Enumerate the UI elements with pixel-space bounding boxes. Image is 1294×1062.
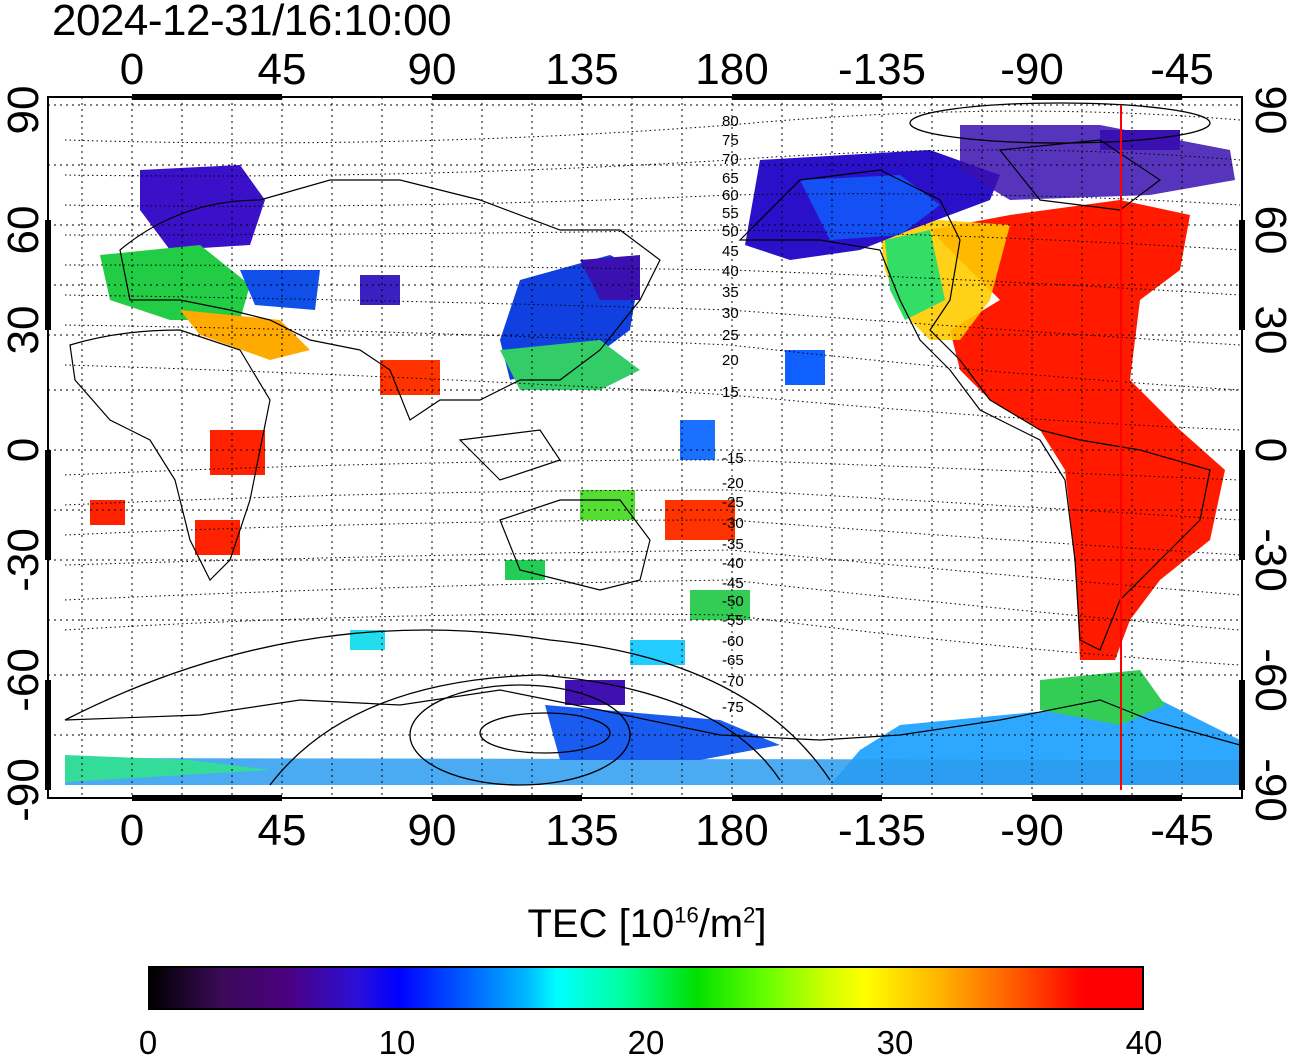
- tec-patch-north-america-mid: [885, 230, 945, 320]
- contour-label: -75: [722, 699, 744, 716]
- top-lon-tick: 45: [258, 45, 307, 94]
- plot-frame: [47, 96, 1243, 799]
- map-timestamp: 2024-12-31/16:10:00: [52, 0, 452, 45]
- bottom-lon-tick: 0: [120, 806, 144, 855]
- left-lat-tick: 30: [0, 306, 48, 355]
- tec-patch-canada-light: [800, 175, 940, 240]
- bottom-longitude-ticks: 0 45 90 135 180 -135 -90 -45: [120, 806, 1214, 855]
- contour-label: -20: [722, 475, 744, 492]
- contour-label: 15: [722, 384, 739, 401]
- tec-patch-europe-south: [180, 310, 310, 360]
- bottom-lon-tick: 180: [695, 806, 768, 855]
- colorbar-tick: 20: [627, 1024, 665, 1061]
- bottom-lon-tick: -90: [1000, 806, 1064, 855]
- contour-label: -55: [722, 612, 744, 629]
- frame-bars: [45, 94, 1245, 801]
- contour-label: 35: [722, 284, 739, 301]
- contour-label: 55: [722, 205, 739, 222]
- top-lon-tick: 90: [408, 45, 457, 94]
- colorbar-tick: 0: [138, 1024, 158, 1061]
- right-lat-tick: -60: [1246, 648, 1294, 712]
- right-lat-tick: 0: [1246, 438, 1294, 462]
- left-lat-tick: -60: [0, 648, 48, 712]
- tec-patch-arctic: [960, 125, 1235, 200]
- contour-label: 30: [722, 305, 739, 322]
- right-lat-tick: 90: [1246, 86, 1294, 135]
- tec-patch-antarctica-west: [65, 755, 270, 782]
- tec-map: 8075706560555045403530252015-15-20-25-30…: [0, 45, 1294, 855]
- bottom-lon-tick: -135: [838, 806, 926, 855]
- contour-label: 50: [722, 223, 739, 240]
- colorbar-tick: 40: [1125, 1024, 1163, 1061]
- solid-contours: [64, 102, 1211, 786]
- top-longitude-ticks: 0 45 90 135 180 -135 -90 -45: [120, 45, 1214, 94]
- left-lat-tick: 90: [0, 86, 48, 135]
- contour-label: 80: [722, 113, 739, 130]
- contour-label: 45: [722, 243, 739, 260]
- contour-label: -70: [722, 673, 744, 690]
- contour-label: -25: [722, 494, 744, 511]
- tec-patch-russia: [240, 270, 320, 310]
- tec-data-layer: [65, 125, 1240, 785]
- tec-patch-americas: [930, 200, 1225, 660]
- contour-label: 60: [722, 187, 739, 204]
- contour-label: -35: [722, 536, 744, 553]
- right-lat-tick: -30: [1246, 528, 1294, 592]
- top-lon-tick: 180: [695, 45, 768, 94]
- contour-label: 25: [722, 327, 739, 344]
- contour-label: -40: [722, 555, 744, 572]
- colorbar-tick: 30: [876, 1024, 914, 1061]
- top-lon-tick: -45: [1150, 45, 1214, 94]
- contour-label: 70: [722, 151, 739, 168]
- left-lat-tick: -30: [0, 528, 48, 592]
- contour-label: -30: [722, 515, 744, 532]
- contour-label: 65: [722, 170, 739, 187]
- left-lat-tick: 60: [0, 206, 48, 255]
- tec-patch-europe-mid: [100, 245, 250, 320]
- bottom-lon-tick: 90: [408, 806, 457, 855]
- right-lat-tick: 60: [1246, 206, 1294, 255]
- contour-label: -15: [722, 450, 744, 467]
- right-latitude-ticks: 90 60 30 0 -30 -60 -90: [1246, 86, 1294, 822]
- top-lon-tick: 0: [120, 45, 144, 94]
- contour-label: -60: [722, 633, 744, 650]
- tec-patch-ross: [545, 705, 780, 760]
- colorbar-title: TEC [1016/m2]: [527, 902, 767, 946]
- bottom-lon-tick: 135: [545, 806, 618, 855]
- right-lat-tick: -90: [1246, 758, 1294, 822]
- contour-label: -65: [722, 652, 744, 669]
- contour-label: 20: [722, 352, 739, 369]
- colorbar-tick: 10: [378, 1024, 416, 1061]
- bottom-lon-tick: -45: [1150, 806, 1214, 855]
- right-lat-tick: 30: [1246, 306, 1294, 355]
- contour-label: 75: [722, 132, 739, 149]
- coastlines: [64, 139, 1241, 746]
- top-lon-tick: -90: [1000, 45, 1064, 94]
- tec-patch-peninsula: [1040, 670, 1165, 725]
- top-lon-tick: 135: [545, 45, 618, 94]
- left-lat-tick: -90: [0, 758, 48, 822]
- tec-patch-east-asia-north: [580, 255, 640, 300]
- top-lon-tick: -135: [838, 45, 926, 94]
- tec-colorbar: [148, 966, 1144, 1010]
- left-latitude-ticks: 90 60 30 0 -30 -60 -90: [0, 86, 48, 822]
- left-lat-tick: 0: [0, 438, 48, 462]
- contour-label: -45: [722, 575, 744, 592]
- contour-label: -50: [722, 593, 744, 610]
- bottom-lon-tick: 45: [258, 806, 307, 855]
- contour-label: 40: [722, 263, 739, 280]
- tec-patch-east-asia-south: [500, 340, 640, 390]
- tec-patch-antarctica-band: [65, 758, 1240, 785]
